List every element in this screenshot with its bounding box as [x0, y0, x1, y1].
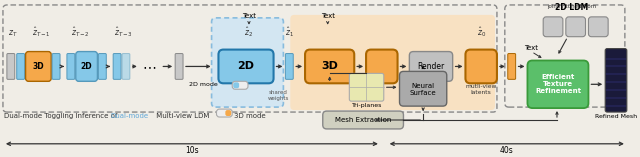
Text: Refined Mesh: Refined Mesh: [595, 114, 637, 119]
Text: 10s: 10s: [185, 146, 198, 155]
FancyBboxPatch shape: [99, 54, 106, 79]
Text: Dual-mode Toggling Inference of: Dual-mode Toggling Inference of: [4, 113, 120, 119]
FancyBboxPatch shape: [410, 51, 452, 81]
Text: 2D mode: 2D mode: [189, 82, 218, 87]
FancyBboxPatch shape: [17, 54, 24, 79]
FancyBboxPatch shape: [399, 71, 447, 106]
Text: Text: Text: [242, 13, 256, 19]
Text: $\cdots$: $\cdots$: [143, 60, 157, 73]
Text: 3D: 3D: [321, 61, 338, 71]
FancyBboxPatch shape: [291, 15, 495, 110]
FancyBboxPatch shape: [566, 17, 586, 37]
FancyBboxPatch shape: [52, 54, 60, 79]
Text: 3D: 3D: [33, 62, 44, 71]
FancyBboxPatch shape: [7, 54, 15, 79]
Text: 2D: 2D: [237, 61, 255, 71]
Text: Dual-mode: Dual-mode: [110, 113, 148, 119]
FancyBboxPatch shape: [218, 50, 273, 83]
FancyBboxPatch shape: [122, 54, 130, 79]
FancyBboxPatch shape: [233, 82, 239, 88]
FancyBboxPatch shape: [113, 54, 121, 79]
Text: Text: Text: [321, 13, 335, 19]
Text: Mesh Extraction: Mesh Extraction: [335, 117, 391, 123]
FancyBboxPatch shape: [366, 50, 397, 83]
Text: 2D LDM: 2D LDM: [555, 3, 588, 12]
Text: Neural
Surface: Neural Surface: [410, 83, 436, 96]
Text: $z_T$: $z_T$: [8, 28, 18, 39]
FancyBboxPatch shape: [305, 50, 355, 83]
Text: $\hat{z}_{T-3}$: $\hat{z}_{T-3}$: [113, 25, 132, 39]
FancyBboxPatch shape: [323, 111, 403, 129]
FancyBboxPatch shape: [76, 51, 97, 81]
Text: jointly tuned from: jointly tuned from: [547, 4, 596, 9]
FancyBboxPatch shape: [67, 54, 75, 79]
FancyBboxPatch shape: [212, 18, 284, 107]
Text: $\hat{z}_1$: $\hat{z}_1$: [285, 25, 294, 39]
FancyBboxPatch shape: [527, 60, 588, 108]
FancyBboxPatch shape: [216, 109, 232, 117]
Text: Text: Text: [524, 45, 538, 51]
Text: Multi-view LDM: Multi-view LDM: [154, 113, 209, 119]
FancyBboxPatch shape: [588, 17, 608, 37]
FancyBboxPatch shape: [175, 54, 183, 79]
Text: Tri-planes: Tri-planes: [352, 103, 383, 108]
Text: $\hat{z}_{T-1}$: $\hat{z}_{T-1}$: [32, 25, 51, 39]
FancyBboxPatch shape: [605, 49, 627, 112]
FancyBboxPatch shape: [232, 81, 248, 89]
Text: $\hat{z}_{T-2}$: $\hat{z}_{T-2}$: [71, 25, 90, 39]
FancyBboxPatch shape: [465, 50, 497, 83]
Text: 3D mode: 3D mode: [234, 113, 266, 119]
FancyBboxPatch shape: [285, 54, 293, 79]
FancyBboxPatch shape: [349, 73, 384, 101]
Text: 40s: 40s: [500, 146, 514, 155]
FancyBboxPatch shape: [26, 51, 51, 81]
Text: mutli-view
latents: mutli-view latents: [465, 84, 497, 95]
Text: shared
weights: shared weights: [268, 90, 289, 101]
Text: $\hat{z}_2$: $\hat{z}_2$: [244, 25, 253, 39]
Text: Render: Render: [417, 62, 445, 71]
Text: Efficient
Texture
Refinement: Efficient Texture Refinement: [535, 74, 581, 94]
Text: 2D: 2D: [81, 62, 92, 71]
FancyBboxPatch shape: [508, 54, 516, 79]
Text: $\hat{z}_0$: $\hat{z}_0$: [477, 25, 486, 39]
FancyBboxPatch shape: [543, 17, 563, 37]
FancyBboxPatch shape: [225, 110, 231, 116]
